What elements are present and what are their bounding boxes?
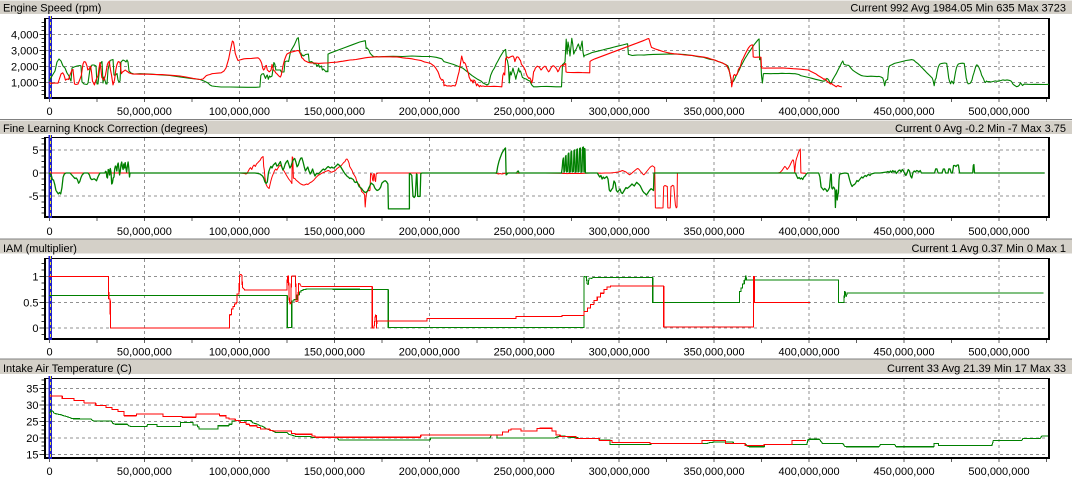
svg-text:500,000,000: 500,000,000	[968, 106, 1029, 118]
svg-text:450,000,000: 450,000,000	[874, 226, 935, 238]
svg-text:Engine Speed (rpm): Engine Speed (rpm)	[3, 3, 101, 15]
svg-text:0: 0	[46, 347, 52, 359]
svg-text:4,000: 4,000	[11, 30, 39, 42]
svg-text:50,000,000: 50,000,000	[117, 347, 172, 359]
svg-text:250,000,000: 250,000,000	[494, 106, 555, 118]
svg-text:450,000,000: 450,000,000	[874, 347, 935, 359]
svg-text:150,000,000: 150,000,000	[304, 106, 365, 118]
svg-text:250,000,000: 250,000,000	[494, 347, 555, 359]
svg-text:400,000,000: 400,000,000	[779, 106, 840, 118]
svg-text:25: 25	[26, 417, 38, 429]
svg-text:1: 1	[32, 272, 38, 284]
svg-text:300,000,000: 300,000,000	[589, 466, 650, 478]
svg-text:200,000,000: 200,000,000	[399, 226, 460, 238]
svg-text:350,000,000: 350,000,000	[684, 226, 745, 238]
svg-text:3,000: 3,000	[11, 46, 39, 58]
svg-text:150,000,000: 150,000,000	[304, 466, 365, 478]
svg-text:500,000,000: 500,000,000	[968, 347, 1029, 359]
svg-text:450,000,000: 450,000,000	[874, 106, 935, 118]
svg-text:15: 15	[26, 450, 38, 462]
svg-text:100,000,000: 100,000,000	[209, 347, 270, 359]
svg-text:200,000,000: 200,000,000	[399, 347, 460, 359]
svg-text:IAM (multiplier): IAM (multiplier)	[3, 243, 77, 255]
svg-text:200,000,000: 200,000,000	[399, 466, 460, 478]
svg-text:50,000,000: 50,000,000	[117, 226, 172, 238]
svg-text:0: 0	[46, 466, 52, 478]
svg-text:Current 1 Avg 0.37 Min 0 Max 1: Current 1 Avg 0.37 Min 0 Max 1	[912, 243, 1067, 255]
svg-text:100,000,000: 100,000,000	[209, 226, 270, 238]
svg-text:400,000,000: 400,000,000	[779, 347, 840, 359]
svg-text:30: 30	[26, 400, 38, 412]
svg-text:0: 0	[32, 323, 38, 335]
svg-text:250,000,000: 250,000,000	[494, 466, 555, 478]
svg-text:400,000,000: 400,000,000	[779, 226, 840, 238]
svg-text:Current 992 Avg 1984.05 Min 63: Current 992 Avg 1984.05 Min 635 Max 3723	[850, 3, 1066, 15]
svg-text:200,000,000: 200,000,000	[399, 106, 460, 118]
svg-text:Current 0 Avg -0.2 Min -7 Max: Current 0 Avg -0.2 Min -7 Max 3.75	[895, 123, 1066, 135]
svg-text:500,000,000: 500,000,000	[968, 466, 1029, 478]
svg-text:20: 20	[26, 433, 38, 445]
svg-text:350,000,000: 350,000,000	[684, 466, 745, 478]
svg-text:350,000,000: 350,000,000	[684, 347, 745, 359]
svg-text:50,000,000: 50,000,000	[117, 106, 172, 118]
svg-text:300,000,000: 300,000,000	[589, 106, 650, 118]
svg-text:0: 0	[46, 226, 52, 238]
svg-text:50,000,000: 50,000,000	[117, 466, 172, 478]
svg-text:300,000,000: 300,000,000	[589, 347, 650, 359]
svg-text:-5: -5	[29, 191, 39, 203]
svg-text:0.5: 0.5	[23, 298, 38, 310]
svg-text:500,000,000: 500,000,000	[968, 226, 1029, 238]
svg-text:150,000,000: 150,000,000	[304, 226, 365, 238]
svg-text:Intake Air Temperature (C): Intake Air Temperature (C)	[3, 363, 132, 375]
svg-text:100,000,000: 100,000,000	[209, 106, 270, 118]
svg-text:300,000,000: 300,000,000	[589, 226, 650, 238]
svg-text:100,000,000: 100,000,000	[209, 466, 270, 478]
svg-text:0: 0	[46, 106, 52, 118]
svg-text:1,000: 1,000	[11, 78, 39, 90]
svg-text:350,000,000: 350,000,000	[684, 106, 745, 118]
svg-text:0: 0	[32, 168, 38, 180]
svg-text:5: 5	[32, 145, 38, 157]
svg-text:Current 33 Avg 21.39 Min 17 Ma: Current 33 Avg 21.39 Min 17 Max 33	[887, 363, 1066, 375]
svg-text:150,000,000: 150,000,000	[304, 347, 365, 359]
svg-text:400,000,000: 400,000,000	[779, 466, 840, 478]
svg-text:Fine Learning Knock Correction: Fine Learning Knock Correction (degrees)	[3, 123, 208, 135]
svg-text:2,000: 2,000	[11, 62, 39, 74]
svg-text:450,000,000: 450,000,000	[874, 466, 935, 478]
svg-text:250,000,000: 250,000,000	[494, 226, 555, 238]
svg-text:35: 35	[26, 384, 38, 396]
